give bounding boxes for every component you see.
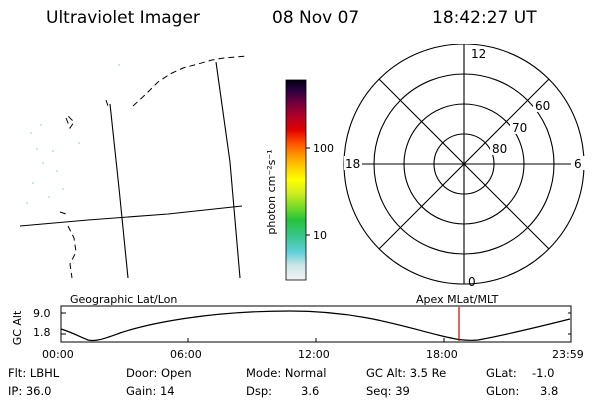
geographic-image-panel [19,55,249,279]
colorbar-tick-label: 100 [313,142,334,155]
door-status: Door: Open [126,366,192,380]
glat-value: -1.0 [532,366,555,380]
longitude-line [109,103,129,279]
apex-title: Apex MLat/MLT [416,293,499,306]
svg-text:GC Alt: GC Alt [11,310,24,345]
x-tick-label: 18:00 [426,348,458,361]
sequence-status: Seq: 39 [366,384,410,398]
mlt-meridian [378,78,550,250]
colorbar-tick-label: 10 [313,229,327,242]
dsp-value: 3.6 [301,384,320,398]
mlt-label-18: 18 [345,157,360,171]
x-tick-label: 12:00 [298,348,330,361]
x-tick-label: 00:00 [42,348,74,361]
mlt-label-6: 6 [574,157,582,171]
ip-status: IP: 36.0 [8,384,52,398]
filter-status: Flt: LBHL [8,366,60,380]
gc-alt-timeline-plot [60,305,572,343]
polar-mlat-mlt-grid: 12 6 0 18 60 70 80 [343,44,585,289]
colorbar-label: photon cm⁻²s⁻¹ [265,149,278,234]
gain-status: Gain: 14 [126,384,175,398]
dsp-label: Dsp: [246,384,273,398]
latitude-line [19,205,243,227]
mode-status: Mode: Normal [246,366,327,380]
x-tick-label: 23:59 [552,348,584,361]
geographic-title: Geographic Lat/Lon [70,293,178,306]
colorbar-gradient [285,79,307,281]
colorbar: photon cm⁻²s⁻¹ [265,79,310,281]
y-tick-label: 1.8 [33,326,51,339]
x-tick-label: 06:00 [170,348,202,361]
mlt-label-0: 0 [468,275,476,289]
instrument-title: Ultraviolet Imager [46,8,200,28]
longitude-line [215,61,241,279]
lat-label-80: 80 [492,142,507,156]
glat-label: GLat: [486,366,517,380]
lat-label-60: 60 [535,99,550,113]
lat-label-70: 70 [512,121,527,135]
faint-emission-speckles [26,64,120,204]
coastline-outline [59,55,249,279]
glon-value: 3.8 [540,384,559,398]
glon-label: GLon: [486,384,520,398]
gc-alt-curve [60,310,571,342]
observation-time: 18:42:27 UT [432,8,537,28]
gc-alt-axis-title: GC Alt [11,310,24,345]
y-tick-label: 9.0 [33,307,51,320]
observation-date: 08 Nov 07 [272,8,360,28]
mlt-label-12: 12 [471,47,486,61]
gc-alt-status: GC Alt: 3.5 Re [366,366,447,380]
